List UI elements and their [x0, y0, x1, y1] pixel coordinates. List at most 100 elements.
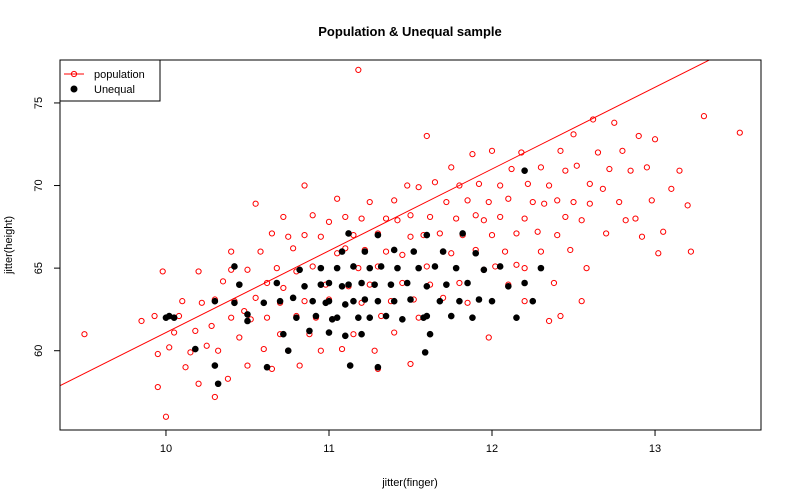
- population-point: [475, 180, 483, 187]
- population-point: [505, 195, 512, 202]
- population-point: [611, 119, 618, 126]
- population-point: [317, 347, 324, 354]
- population-point: [599, 185, 606, 192]
- population-point: [358, 299, 365, 306]
- sample-point: [325, 297, 333, 305]
- population-point: [488, 231, 496, 239]
- sample-point: [231, 299, 238, 307]
- population-point: [244, 362, 251, 369]
- sample-point: [410, 248, 418, 255]
- population-point: [632, 215, 639, 222]
- population-point: [317, 233, 324, 240]
- population-point: [545, 317, 553, 325]
- sample-point: [192, 345, 199, 353]
- population-point: [309, 263, 316, 270]
- population-point: [567, 246, 574, 254]
- sample-points: [162, 167, 545, 388]
- sample-point: [296, 266, 303, 274]
- population-point: [301, 298, 308, 305]
- population-point: [228, 248, 235, 255]
- population-point: [537, 164, 545, 171]
- population-point: [280, 284, 287, 292]
- population-point: [469, 151, 476, 158]
- population-point: [301, 231, 308, 239]
- population-point: [355, 66, 362, 74]
- population-point: [382, 215, 390, 222]
- population-point: [162, 413, 170, 420]
- sample-point: [426, 330, 434, 338]
- population-point: [366, 198, 373, 206]
- population-point: [290, 245, 297, 252]
- population-point: [244, 266, 251, 273]
- population-point: [285, 233, 292, 240]
- population-point: [513, 261, 520, 268]
- sample-point: [350, 263, 357, 270]
- population-point: [436, 230, 443, 237]
- sample-point: [421, 349, 429, 356]
- population-point: [736, 129, 743, 136]
- legend-population-marker: [70, 70, 78, 78]
- population-point: [371, 347, 378, 354]
- population-point: [687, 248, 695, 255]
- sample-point: [309, 297, 316, 305]
- population-point: [578, 217, 585, 224]
- population-point: [627, 167, 634, 174]
- sample-point: [374, 363, 382, 371]
- x-tick-label: 12: [486, 443, 498, 455]
- sample-point: [436, 297, 444, 305]
- sample-point: [371, 281, 378, 288]
- population-point: [603, 230, 610, 237]
- population-point: [456, 182, 463, 189]
- sample-point: [346, 362, 354, 369]
- sample-point: [280, 330, 287, 338]
- sample-point: [443, 281, 450, 288]
- x-tick-label: 10: [160, 443, 172, 455]
- population-point: [501, 248, 509, 255]
- sample-point: [211, 297, 219, 305]
- y-axis-label: jitter(height): [3, 216, 15, 275]
- population-point: [280, 213, 287, 221]
- population-point: [154, 350, 161, 358]
- sample-point: [472, 249, 480, 257]
- population-point: [391, 197, 398, 204]
- population-point: [448, 250, 455, 257]
- population-point: [309, 212, 316, 219]
- y-axis: 60 65 70 75: [33, 97, 60, 357]
- population-point: [273, 265, 280, 272]
- sample-point: [390, 246, 398, 254]
- population-point: [521, 298, 528, 305]
- sample-point: [399, 316, 406, 323]
- sample-point: [289, 294, 297, 302]
- population-point: [485, 198, 492, 206]
- population-point: [557, 312, 564, 320]
- sample-point: [325, 329, 333, 336]
- sample-point: [345, 281, 352, 288]
- population-point: [440, 294, 447, 301]
- sample-point: [480, 266, 488, 274]
- sample-point: [475, 296, 483, 303]
- population-point: [684, 202, 691, 209]
- population-point: [394, 217, 401, 224]
- legend-box: [59, 59, 161, 102]
- y-tick-label: 65: [33, 262, 45, 274]
- sample-point: [374, 297, 382, 305]
- sample-point: [377, 263, 385, 270]
- y-tick-label: 70: [33, 179, 45, 191]
- population-point: [485, 334, 492, 341]
- population-point: [208, 322, 215, 330]
- sample-point: [423, 231, 431, 239]
- sample-point: [244, 317, 251, 325]
- sample-point: [214, 380, 222, 388]
- population-point: [296, 362, 303, 369]
- sample-point: [423, 282, 431, 290]
- population-point: [192, 327, 199, 334]
- population-point: [554, 231, 561, 239]
- population-point: [586, 200, 593, 207]
- population-point: [407, 212, 414, 219]
- population-point: [252, 200, 259, 207]
- sample-point: [387, 281, 395, 288]
- sample-point: [366, 264, 374, 272]
- sample-point: [355, 314, 362, 321]
- population-point: [334, 195, 341, 202]
- population-point: [203, 342, 210, 349]
